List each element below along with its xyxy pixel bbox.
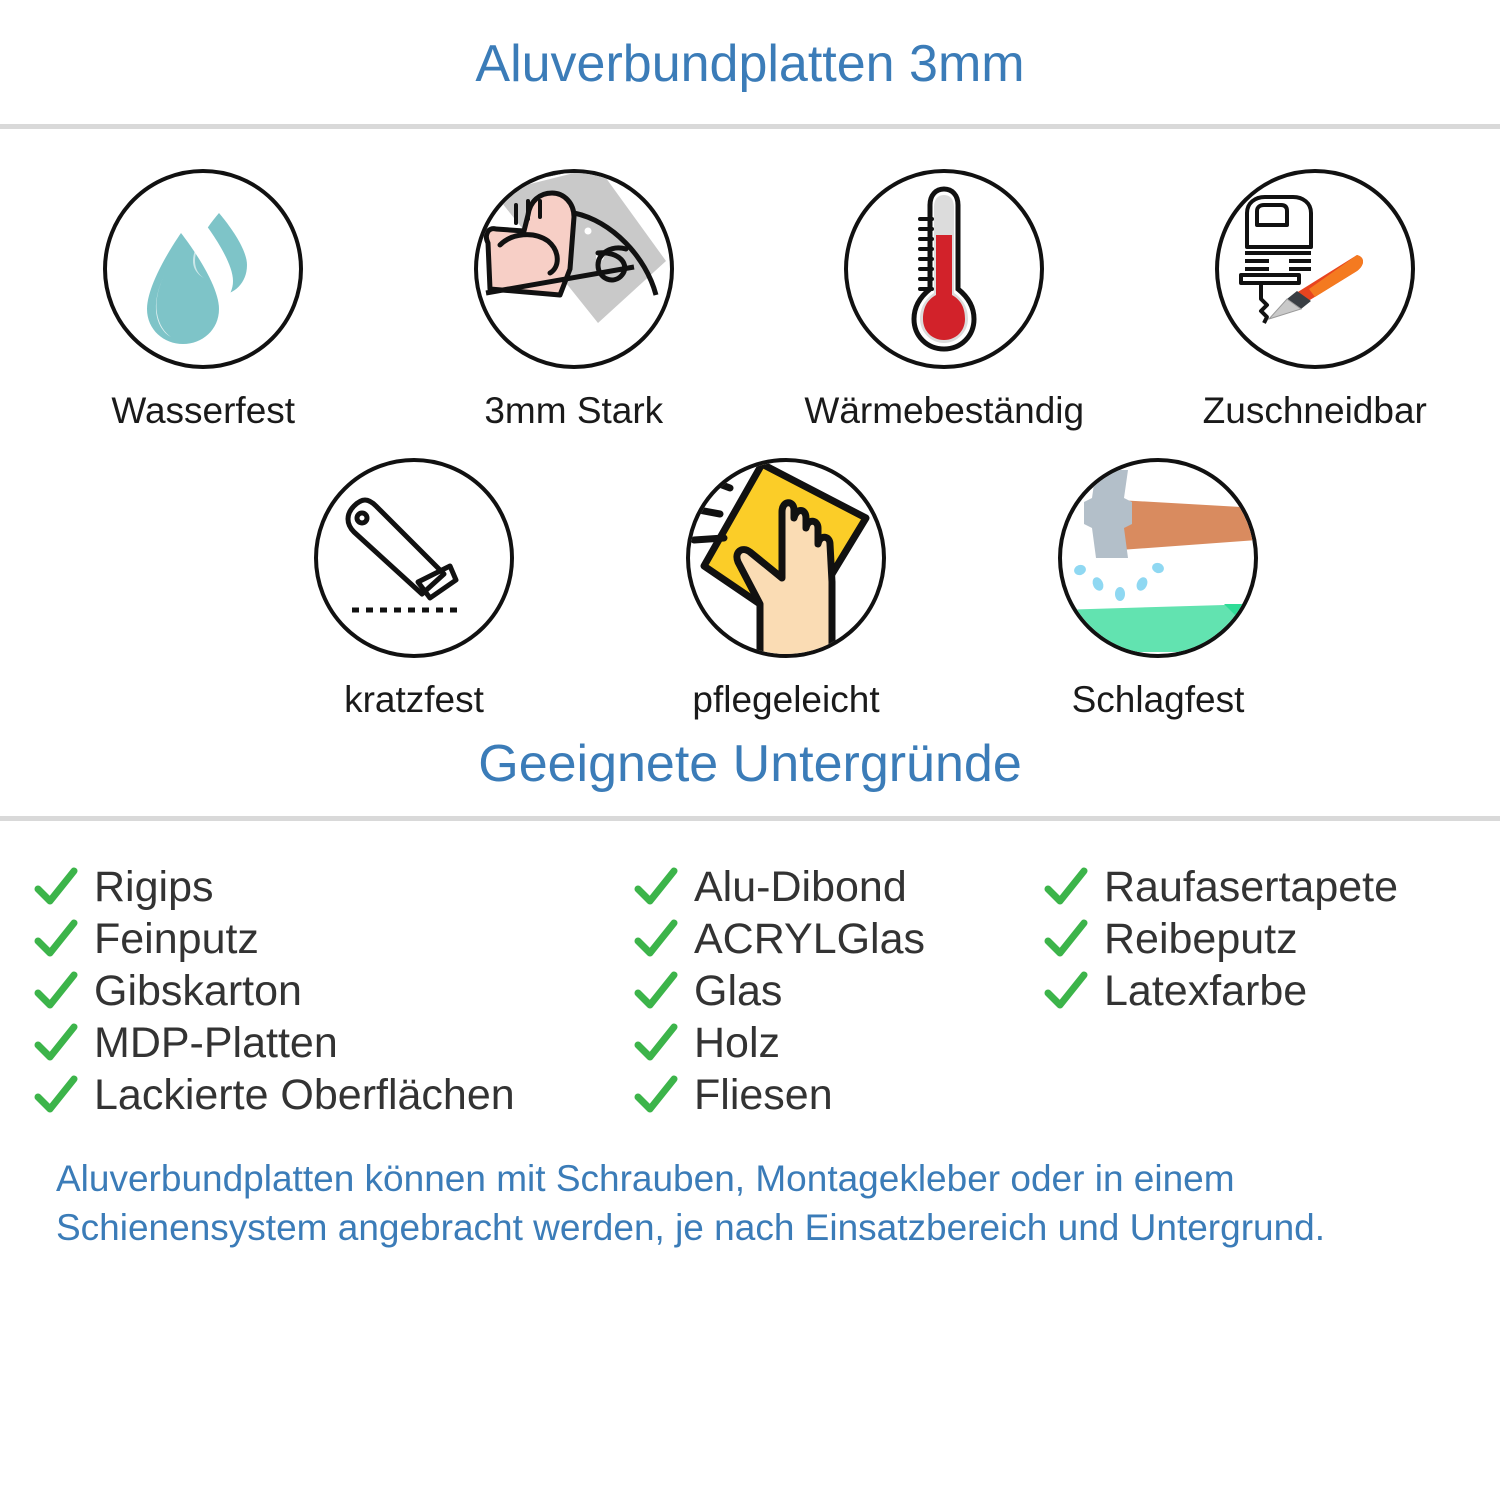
list-item[interactable]: ACRYLGlas [634, 913, 1044, 965]
list-item-label: Rigips [94, 862, 214, 911]
feature-row-1: Wasserfest 3mm Stark [0, 169, 1500, 432]
list-item-label: Lackierte Oberflächen [94, 1070, 515, 1119]
check-icon [34, 971, 78, 1009]
list-item-label: Raufasertapete [1104, 862, 1399, 911]
footer-note: Aluverbundplatten können mit Schrauben, … [56, 1158, 1326, 1249]
check-icon [1044, 971, 1088, 1009]
check-icon [34, 919, 78, 957]
check-icon [1044, 867, 1088, 905]
list-item-label: Alu-Dibond [694, 862, 907, 911]
feature-label: Zuschneidbar [1202, 390, 1427, 431]
check-icon [634, 971, 678, 1009]
check-icon [634, 1075, 678, 1113]
list-item-label: Gibskarton [94, 966, 302, 1015]
feature-schlagfest[interactable]: Schlagfest [972, 457, 1344, 721]
water-drops-icon [103, 169, 304, 369]
list-item-label: Feinputz [94, 914, 259, 963]
feature-label: Wasserfest [111, 390, 296, 431]
list-item-label: Latexfarbe [1104, 966, 1308, 1015]
feature-zuschneidbar[interactable]: Zuschneidbar [1130, 169, 1500, 432]
list-item[interactable]: Glas [634, 965, 1044, 1017]
check-icon [34, 1075, 78, 1113]
list-item[interactable]: Reibeputz [1044, 913, 1484, 965]
list-item[interactable]: Rigips [34, 861, 634, 913]
list-item-label: Holz [694, 1018, 781, 1067]
check-icon [34, 867, 78, 905]
divider-top [0, 124, 1500, 129]
check-icon [634, 867, 678, 905]
feature-label: pflegeleicht [692, 678, 880, 720]
subtitle-section: Geeignete Untergründe [0, 720, 1500, 790]
feature-3mm-stark[interactable]: 3mm Stark [389, 169, 760, 432]
jigsaw-cutter-icon [1214, 169, 1415, 369]
list-item[interactable]: Feinputz [34, 913, 634, 965]
feature-label: 3mm Stark [484, 390, 664, 431]
list-item[interactable]: Alu-Dibond [634, 861, 1044, 913]
feature-kratzfest[interactable]: kratzfest [228, 457, 600, 721]
feature-waermebestaendig[interactable]: Wärmebeständig [759, 169, 1130, 432]
divider-bottom [0, 816, 1500, 822]
list-item-label: Fliesen [694, 1070, 833, 1119]
check-icon [634, 919, 678, 957]
feature-wasserfest[interactable]: Wasserfest [18, 169, 389, 432]
list-item-label: Glas [694, 966, 783, 1015]
flexed-arm-icon [473, 169, 674, 369]
list-item[interactable]: MDP-Platten [34, 1017, 634, 1069]
substrates-list: Rigips Feinputz Gibskarton MDP-Platten L… [0, 861, 1500, 1121]
title-section: Aluverbundplatten 3mm [0, 0, 1500, 90]
list-item[interactable]: Latexfarbe [1044, 965, 1484, 1017]
check-icon [1044, 919, 1088, 957]
check-icon [34, 1023, 78, 1061]
list-item[interactable]: Holz [634, 1017, 1044, 1069]
page-title: Aluverbundplatten 3mm [475, 35, 1025, 93]
list-item[interactable]: Fliesen [634, 1069, 1044, 1121]
feature-label: Schlagfest [1071, 678, 1245, 720]
list-item-label: Reibeputz [1104, 914, 1298, 963]
hand-cloth-icon [686, 457, 886, 658]
feature-row-2: kratzfest pflegeleicht [0, 457, 1500, 721]
substrates-column-3: Raufasertapete Reibeputz Latexfarbe [1044, 861, 1484, 1121]
list-item[interactable]: Raufasertapete [1044, 861, 1484, 913]
cutter-knife-icon [314, 457, 514, 658]
list-item-label: MDP-Platten [94, 1018, 338, 1067]
feature-label: kratzfest [344, 678, 484, 720]
check-icon [634, 1023, 678, 1061]
substrates-column-1: Rigips Feinputz Gibskarton MDP-Platten L… [34, 861, 634, 1121]
thermometer-icon [844, 169, 1045, 369]
list-item[interactable]: Gibskarton [34, 965, 634, 1017]
feature-pflegeleicht[interactable]: pflegeleicht [600, 457, 972, 721]
list-item[interactable]: Lackierte Oberflächen [34, 1069, 634, 1121]
list-item-label: ACRYLGlas [694, 914, 926, 963]
substrates-column-2: Alu-Dibond ACRYLGlas Glas Holz Fliesen [634, 861, 1044, 1121]
hammer-impact-icon [1058, 457, 1258, 658]
section-title-substrates: Geeignete Untergründe [478, 735, 1022, 794]
feature-label: Wärmebeständig [804, 390, 1085, 431]
